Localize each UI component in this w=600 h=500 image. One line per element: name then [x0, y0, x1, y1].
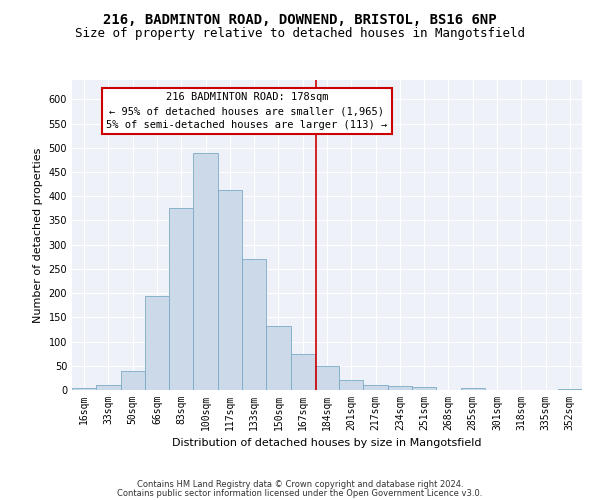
Bar: [145, 296, 169, 390]
Text: Size of property relative to detached houses in Mangotsfield: Size of property relative to detached ho…: [75, 28, 525, 40]
Bar: [558, 388, 582, 390]
X-axis label: Distribution of detached houses by size in Mangotsfield: Distribution of detached houses by size …: [172, 438, 482, 448]
Text: 216 BADMINTON ROAD: 178sqm
← 95% of detached houses are smaller (1,965)
5% of se: 216 BADMINTON ROAD: 178sqm ← 95% of deta…: [106, 92, 388, 130]
Bar: [169, 208, 193, 390]
Bar: [412, 387, 436, 390]
Text: Contains public sector information licensed under the Open Government Licence v3: Contains public sector information licen…: [118, 489, 482, 498]
Bar: [388, 386, 412, 390]
Bar: [121, 370, 145, 390]
Text: 216, BADMINTON ROAD, DOWNEND, BRISTOL, BS16 6NP: 216, BADMINTON ROAD, DOWNEND, BRISTOL, B…: [103, 12, 497, 26]
Bar: [461, 388, 485, 390]
Bar: [315, 366, 339, 390]
Text: Contains HM Land Registry data © Crown copyright and database right 2024.: Contains HM Land Registry data © Crown c…: [137, 480, 463, 489]
Bar: [266, 326, 290, 390]
Bar: [364, 384, 388, 390]
Bar: [96, 385, 121, 390]
Bar: [193, 152, 218, 390]
Bar: [242, 259, 266, 390]
Y-axis label: Number of detached properties: Number of detached properties: [33, 148, 43, 322]
Bar: [339, 380, 364, 390]
Bar: [218, 190, 242, 390]
Bar: [290, 354, 315, 390]
Bar: [72, 388, 96, 390]
